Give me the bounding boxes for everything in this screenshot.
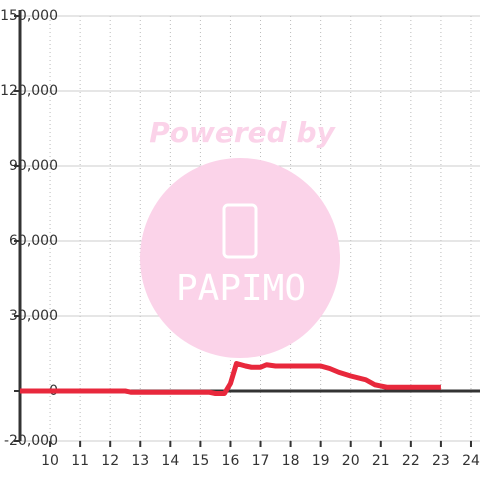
x-tick-label: 14 xyxy=(161,453,179,469)
x-tick-label: 13 xyxy=(131,453,149,469)
x-tick-label: 18 xyxy=(282,453,300,469)
x-tick-label: 20 xyxy=(342,453,360,469)
y-tick-label: 120,000 xyxy=(0,83,58,99)
watermark-text: Powered by xyxy=(149,116,336,149)
x-tick-label: 19 xyxy=(312,453,330,469)
x-tick-label: 23 xyxy=(432,453,450,469)
x-tick-label: 21 xyxy=(372,453,390,469)
x-tick-label: 10 xyxy=(41,453,59,469)
x-tick-label: 11 xyxy=(71,453,89,469)
y-tick-label: 150,000 xyxy=(0,8,58,24)
y-tick-label: 30,000 xyxy=(9,308,58,324)
y-tick-label: -20,000 xyxy=(4,433,58,449)
y-tick-label: 60,000 xyxy=(9,233,58,249)
data-line xyxy=(20,361,441,396)
y-tick-label: 90,000 xyxy=(9,158,58,174)
x-tick-label: 17 xyxy=(252,453,270,469)
watermark-logo: PAPIMO xyxy=(176,268,306,309)
watermark-icon xyxy=(222,203,258,259)
x-tick-label: 24 xyxy=(462,453,480,469)
x-tick-label: 22 xyxy=(402,453,420,469)
x-tick-label: 15 xyxy=(191,453,209,469)
x-tick-label: 16 xyxy=(222,453,240,469)
x-tick-label: 12 xyxy=(101,453,119,469)
